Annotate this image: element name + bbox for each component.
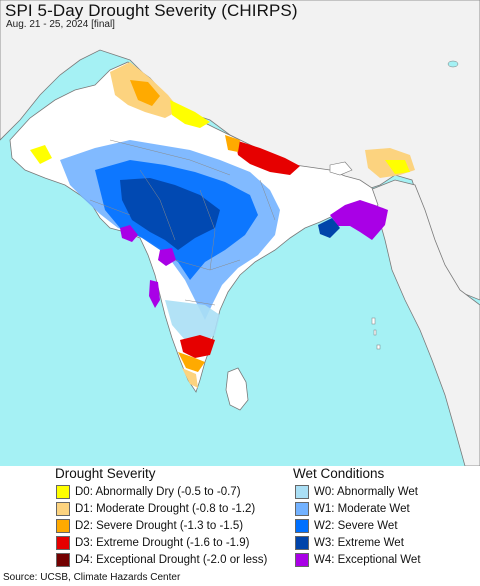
drought-d0-north xyxy=(170,100,210,128)
map-canvas xyxy=(0,0,480,466)
drought-swatch-d1 xyxy=(56,502,70,516)
drought-swatch-d3 xyxy=(56,536,70,550)
wet-w1-south xyxy=(165,300,220,345)
legend: Drought Severity Wet Conditions D0: Abno… xyxy=(0,466,480,586)
drought-legend-item-d4: D4: Exceptional Drought (-2.0 or less) xyxy=(56,552,267,568)
wet-label-w3: W3: Extreme Wet xyxy=(314,537,404,549)
wet-legend-item-w4: W4: Exceptional Wet xyxy=(295,552,421,568)
wet-w4-bangladesh xyxy=(330,200,388,240)
drought-d3-tamilnadu xyxy=(180,335,215,358)
drought-legend-item-d1: D1: Moderate Drought (-0.8 to -1.2) xyxy=(56,501,255,517)
drought-legend-item-d3: D3: Extreme Drought (-1.6 to -1.9) xyxy=(56,535,249,551)
wet-legend-item-w0: W0: Abnormally Wet xyxy=(295,484,418,500)
drought-d2-tamilnadu xyxy=(178,352,205,372)
drought-d2-north xyxy=(130,80,160,106)
wet-w4-konkan xyxy=(149,280,160,308)
wet-label-w1: W1: Moderate Wet xyxy=(314,503,410,515)
wet-swatch-w0 xyxy=(295,485,309,499)
drought-swatch-d2 xyxy=(56,519,70,533)
wet-w3-central xyxy=(120,178,220,250)
lake-feature xyxy=(447,60,459,68)
drought-legend-item-d2: D2: Severe Drought (-1.3 to -1.5) xyxy=(56,518,243,534)
map-title: SPI 5-Day Drought Severity (CHIRPS) xyxy=(5,1,298,20)
drought-d0-west xyxy=(30,145,52,164)
wet-w4-west xyxy=(120,225,138,242)
wet-w3-bangladesh xyxy=(318,218,340,238)
bhutan xyxy=(329,161,353,176)
wet-label-w2: W2: Severe Wet xyxy=(314,520,398,532)
wet-swatch-w2 xyxy=(295,519,309,533)
source-credit: Source: UCSB, Climate Hazards Center xyxy=(3,572,181,583)
wet-label-w0: W0: Abnormally Wet xyxy=(314,486,418,498)
drought-legend-item-d0: D0: Abnormally Dry (-0.5 to -0.7) xyxy=(56,484,241,500)
wet-legend-item-w2: W2: Severe Wet xyxy=(295,518,398,534)
wet-swatch-w3 xyxy=(295,536,309,550)
drought-label-d0: D0: Abnormally Dry (-0.5 to -0.7) xyxy=(75,486,241,498)
map-subtitle: Aug. 21 - 25, 2024 [final] xyxy=(6,19,115,30)
drought-swatch-d4 xyxy=(56,553,70,567)
drought-label-d1: D1: Moderate Drought (-0.8 to -1.2) xyxy=(75,503,256,515)
drought-label-d4: D4: Exceptional Drought (-2.0 or less) xyxy=(75,554,268,566)
wet-legend-item-w3: W3: Extreme Wet xyxy=(295,535,404,551)
wet-w4-gujarat xyxy=(158,248,176,266)
wet-swatch-w1 xyxy=(295,502,309,516)
drought-d1-kerala xyxy=(182,368,198,388)
wet-swatch-w4 xyxy=(295,553,309,567)
drought-map: SPI 5-Day Drought Severity (CHIRPS) Aug.… xyxy=(0,0,480,466)
sri-lanka xyxy=(225,367,249,411)
andaman-islands xyxy=(371,317,381,350)
neighbor-land-east xyxy=(369,179,480,466)
drought-legend-heading: Drought Severity xyxy=(55,466,156,481)
wet-label-w4: W4: Exceptional Wet xyxy=(314,554,421,566)
drought-label-d2: D2: Severe Drought (-1.3 to -1.5) xyxy=(75,520,244,532)
drought-d3-nepal xyxy=(235,140,300,175)
drought-label-d3: D3: Extreme Drought (-1.6 to -1.9) xyxy=(75,537,250,549)
wet-legend-item-w1: W1: Moderate Wet xyxy=(295,501,410,517)
drought-d0-assam xyxy=(385,160,410,174)
drought-d2-nepal xyxy=(225,135,240,152)
state-borders xyxy=(89,139,276,306)
wet-legend-heading: Wet Conditions xyxy=(293,466,385,481)
drought-swatch-d0 xyxy=(56,485,70,499)
